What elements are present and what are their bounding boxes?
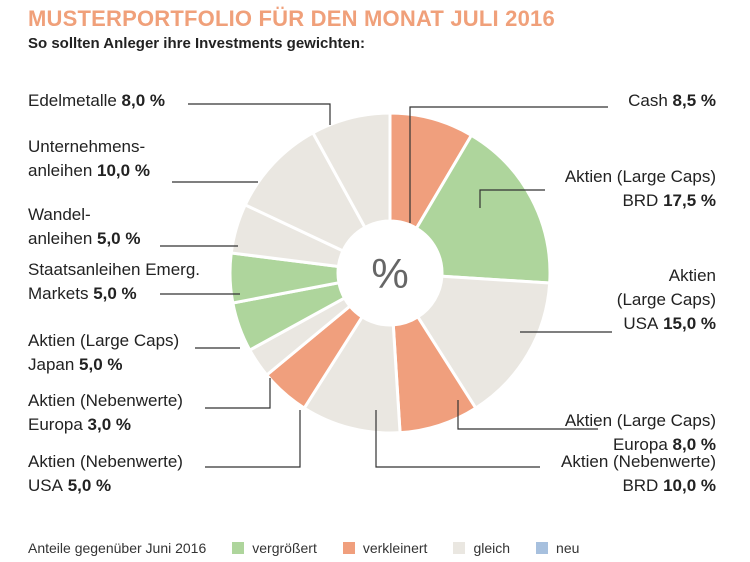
slice-value-9: 5,0 % bbox=[92, 229, 140, 248]
slice-label-8: Staatsanleihen Emerg. Markets 5,0 % bbox=[28, 260, 200, 303]
center-label: % bbox=[371, 250, 408, 297]
pie-slice-2 bbox=[415, 274, 552, 411]
slice-label-9: Wandel-anleihen 5,0 % bbox=[28, 205, 140, 248]
pie-slice-11 bbox=[310, 111, 392, 230]
slice-value-5: 5,0 % bbox=[63, 476, 111, 495]
pie-slice-1 bbox=[414, 133, 552, 285]
slice-label-7: Aktien (Large Caps) Japan 5,0 % bbox=[28, 331, 179, 374]
legend-label-vergroessert: vergrößert bbox=[252, 540, 317, 556]
leader-line-0 bbox=[409, 106, 608, 223]
slice-label-10: Unternehmens-anleihen 10,0 % bbox=[28, 137, 150, 180]
legend-item-vergroessert: vergrößert bbox=[232, 540, 317, 556]
legend-label-verkleinert: verkleinert bbox=[362, 540, 428, 556]
slice-value-7: 5,0 % bbox=[74, 355, 122, 374]
slice-value-1: 17,5 % bbox=[658, 191, 716, 210]
slice-label-2: Aktien (Large Caps) USA 15,0 % bbox=[617, 266, 716, 333]
legend-swatch-neu bbox=[536, 542, 549, 554]
slice-value-4: 10,0 % bbox=[658, 476, 716, 495]
slice-value-11: 8,0 % bbox=[117, 91, 165, 110]
legend-swatch-vergroessert bbox=[232, 542, 245, 554]
legend-label-neu: neu bbox=[556, 540, 580, 556]
leader-line-5 bbox=[205, 410, 301, 468]
leader-line-4 bbox=[375, 410, 540, 468]
legend-item-gleich: gleich bbox=[453, 540, 510, 556]
leader-line-3 bbox=[457, 400, 598, 430]
slice-value-8: 5,0 % bbox=[88, 284, 136, 303]
slice-label-11: Edelmetalle 8,0 % bbox=[28, 91, 165, 110]
chart-subtitle: So sollten Anleger ihre Investments gewi… bbox=[28, 35, 366, 52]
slice-label-0: Cash 8,5 % bbox=[628, 91, 716, 110]
leader-line-1 bbox=[479, 189, 545, 208]
legend: Anteile gegenüber Juni 2016 vergrößert v… bbox=[28, 540, 579, 556]
slice-value-0: 8,5 % bbox=[668, 91, 716, 110]
slice-label-5: Aktien (Nebenwerte) USA 5,0 % bbox=[28, 452, 183, 495]
legend-item-verkleinert: verkleinert bbox=[342, 540, 428, 556]
pie-chart: Cash 8,5 % Aktien (Large Caps) BRD 17,5 % A… bbox=[28, 91, 716, 495]
slice-value-3: 8,0 % bbox=[668, 435, 716, 454]
leader-line-11 bbox=[188, 103, 331, 125]
legend-item-neu: neu bbox=[536, 540, 579, 556]
slice-value-6: 3,0 % bbox=[83, 415, 131, 434]
slice-value-10: 10,0 % bbox=[92, 161, 150, 180]
slice-label-1: Aktien (Large Caps) BRD 17,5 % bbox=[565, 167, 716, 210]
legend-label-gleich: gleich bbox=[473, 540, 511, 556]
slice-label-4: Aktien (Nebenwerte) BRD 10,0 % bbox=[561, 452, 716, 495]
leader-line-6 bbox=[205, 378, 271, 409]
slice-label-6: Aktien (Nebenwerte) Europa 3,0 % bbox=[28, 391, 183, 434]
slice-label-3: Aktien (Large Caps) Europa 8,0 % bbox=[565, 411, 716, 454]
legend-swatch-verkleinert bbox=[342, 542, 355, 554]
slice-value-2: 15,0 % bbox=[658, 314, 716, 333]
chart-title: MUSTERPORTFOLIO FÜR DEN MONAT JULI 2016 bbox=[28, 6, 555, 31]
legend-intro: Anteile gegenüber Juni 2016 bbox=[28, 540, 207, 556]
legend-swatch-gleich bbox=[453, 542, 466, 554]
